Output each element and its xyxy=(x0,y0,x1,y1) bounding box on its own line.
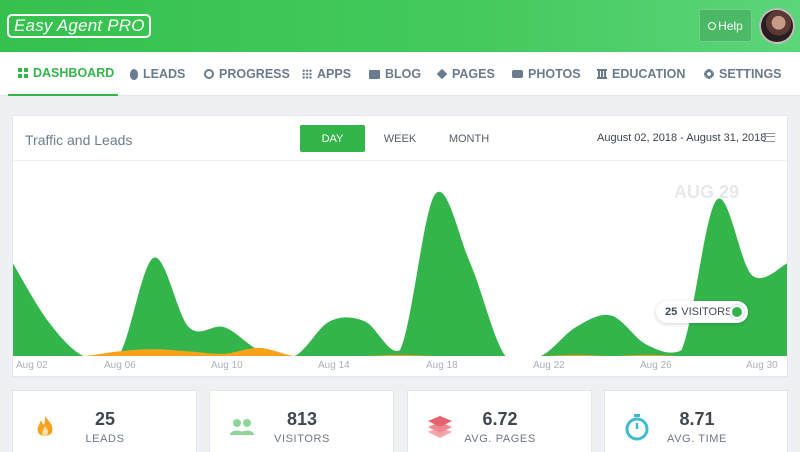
user-avatar[interactable] xyxy=(759,8,795,44)
nav-settings[interactable]: SETTINGS xyxy=(704,52,782,96)
users-icon xyxy=(230,419,254,435)
chart-menu-icon[interactable] xyxy=(763,133,775,142)
app-header: Easy Agent PRO Help xyxy=(0,0,800,52)
nav-photos[interactable]: PHOTOS xyxy=(512,52,581,96)
x-tick: Aug 30 xyxy=(746,360,778,371)
period-month-button[interactable]: MONTH xyxy=(448,132,490,145)
fire-icon xyxy=(130,68,138,80)
nav-settings-label: SETTINGS xyxy=(719,67,782,81)
book-icon xyxy=(369,69,380,79)
period-day-button[interactable]: DAY xyxy=(300,125,365,152)
chart-tooltip: 25 VISITORS xyxy=(656,301,748,323)
fire-icon xyxy=(37,416,53,436)
layers-icon xyxy=(436,68,448,80)
nav-apps[interactable]: APPS xyxy=(302,52,351,96)
layers-icon xyxy=(428,416,452,438)
x-tick: Aug 14 xyxy=(318,360,350,371)
help-circle-icon xyxy=(708,21,717,30)
nav-blog[interactable]: BLOG xyxy=(369,52,421,96)
bank-icon xyxy=(597,69,607,79)
nav-pages-label: PAGES xyxy=(452,67,495,81)
nav-education-label: EDUCATION xyxy=(612,67,686,81)
x-tick: Aug 06 xyxy=(104,360,136,371)
tooltip-unit: VISITORS xyxy=(681,306,733,318)
dashboard-grid-icon xyxy=(18,68,28,78)
x-tick: Aug 02 xyxy=(16,360,48,371)
nav-photos-label: PHOTOS xyxy=(528,67,581,81)
nav-education[interactable]: EDUCATION xyxy=(597,52,685,96)
nav-progress[interactable]: PROGRESS xyxy=(204,52,290,96)
visitors-area xyxy=(13,191,787,356)
stat-label: VISITORS xyxy=(274,433,330,445)
help-button-label: Help xyxy=(718,18,743,33)
stat-label: LEADS xyxy=(85,433,125,445)
stat-label: AVG. TIME xyxy=(666,433,727,445)
app-logo[interactable]: Easy Agent PRO xyxy=(7,14,151,38)
chart-divider xyxy=(13,160,787,161)
period-week-button[interactable]: WEEK xyxy=(383,132,417,145)
stat-card-visitors[interactable]: 813 VISITORS xyxy=(209,390,394,452)
card-title: Traffic and Leads xyxy=(25,132,133,148)
nav-progress-label: PROGRESS xyxy=(219,67,290,81)
stat-value: 25 xyxy=(94,409,116,429)
camera-icon xyxy=(512,70,523,78)
apps-grid-icon xyxy=(302,69,312,79)
stopwatch-icon xyxy=(625,414,649,441)
x-tick: Aug 18 xyxy=(426,360,458,371)
traffic-area-chart[interactable] xyxy=(13,161,787,359)
nav-pages[interactable]: PAGES xyxy=(436,52,495,96)
nav-leads-label: LEADS xyxy=(143,67,186,81)
x-tick: Aug 22 xyxy=(533,360,565,371)
gear-icon xyxy=(704,69,714,79)
nav-dashboard-label: DASHBOARD xyxy=(33,66,115,80)
x-tick: Aug 10 xyxy=(211,360,243,371)
stat-label: AVG. PAGES xyxy=(464,433,536,445)
tooltip-point[interactable] xyxy=(730,305,744,319)
tooltip-value: 25 xyxy=(665,306,678,318)
stat-value: 8.71 xyxy=(679,409,715,429)
nav-dashboard[interactable]: DASHBOARD xyxy=(8,52,118,96)
nav-blog-label: BLOG xyxy=(385,67,422,81)
traffic-leads-card: Traffic and Leads DAY WEEK MONTH August … xyxy=(12,115,788,377)
nav-leads[interactable]: LEADS xyxy=(130,52,185,96)
stat-card-leads[interactable]: 25 LEADS xyxy=(12,390,197,452)
date-range-picker[interactable]: August 02, 2018 - August 31, 2018 xyxy=(597,132,767,144)
fingerprint-icon xyxy=(204,69,214,79)
stat-card-avg-time[interactable]: 8.71 AVG. TIME xyxy=(604,390,788,452)
help-button[interactable]: Help xyxy=(699,9,752,42)
nav-apps-label: APPS xyxy=(317,67,352,81)
stat-card-avg-pages[interactable]: 6.72 AVG. PAGES xyxy=(407,390,592,452)
x-tick: Aug 26 xyxy=(640,360,672,371)
stat-value: 6.72 xyxy=(482,409,518,429)
main-nav: DASHBOARD LEADS PROGRESS APPS BLOG PAGES… xyxy=(0,52,800,96)
hover-date-label: AUG 29 xyxy=(674,182,740,202)
stat-value: 813 xyxy=(286,409,318,429)
leads-area xyxy=(13,347,787,356)
